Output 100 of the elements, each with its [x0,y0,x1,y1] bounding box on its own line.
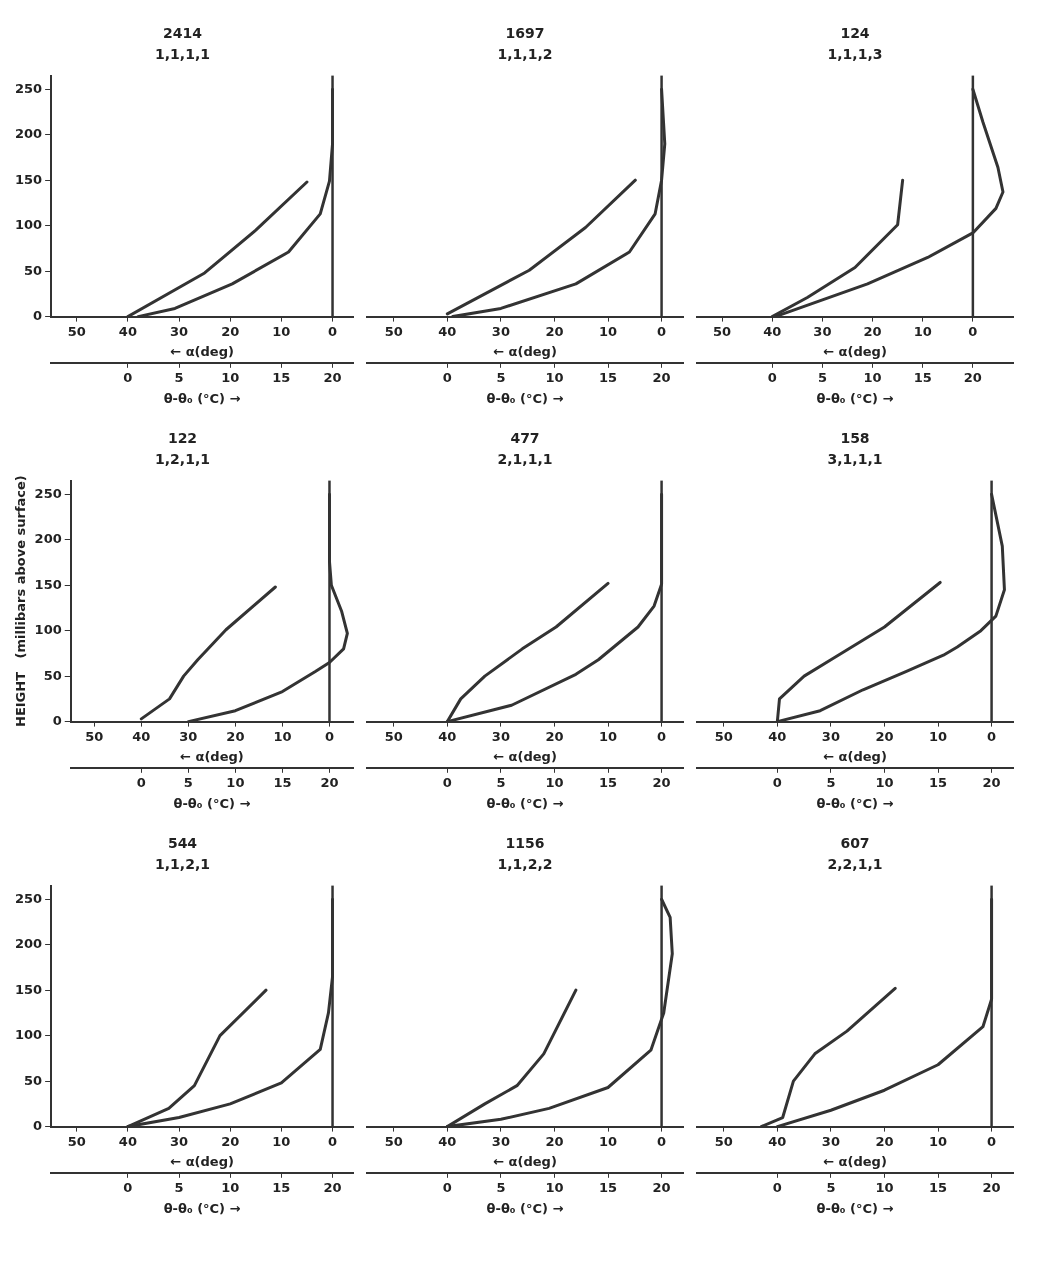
x-tick-label: 30 [179,728,198,744]
x2-tick-label: 15 [272,369,291,385]
chart-title: 158 [840,430,870,447]
x-tick-label: 20 [545,323,564,339]
chart-title: 477 [510,430,540,447]
x2-tick-label: 20 [652,369,671,385]
y-tick-label: 100 [34,622,62,638]
x2-tick-label: 15 [928,774,948,790]
x-tick-label: 30 [170,1133,189,1149]
y-tick-label: 0 [33,307,43,323]
x-tick-label: 10 [913,323,932,339]
x-tick-label: 40 [438,1133,457,1149]
x-tick-label: 30 [813,323,832,339]
x-tick-label: 30 [491,1133,510,1149]
x2-axis-title: θ-θ₀ (°C) → [816,390,894,406]
y-tick-label: 50 [24,262,43,278]
x-tick-label: 40 [438,323,457,339]
x2-tick-label: 10 [863,369,882,385]
x-tick-label: 20 [221,323,240,339]
chart-title: 1156 [505,835,545,852]
x-axis-title: ← α(deg) [493,749,557,765]
x-tick-label: 20 [863,323,882,339]
chart-subtitle: 2,2,1,1 [827,855,883,872]
x2-axis-title: θ-θ₀ (°C) → [486,390,564,406]
x-tick-label: 30 [821,1133,840,1149]
x-axis-title: ← α(deg) [180,749,244,765]
x2-tick-label: 20 [963,369,982,385]
x2-tick-label: 5 [826,774,836,790]
x-tick-label: 20 [875,1133,894,1149]
x-tick-label: 0 [987,1133,997,1149]
x2-tick-label: 15 [273,774,292,790]
chart-title: 2414 [163,25,203,42]
x-tick-label: 0 [968,323,978,339]
x-tick-label: 0 [328,1133,338,1149]
x2-tick-label: 15 [598,369,618,385]
x-tick-label: 20 [545,728,564,744]
x2-tick-label: 20 [982,1179,1001,1195]
x2-tick-label: 10 [221,1179,240,1195]
y-axis-title: HEIGHT (millibars above surface) [13,475,29,727]
x-axis-title: ← α(deg) [493,344,557,360]
x-axis-title: ← α(deg) [170,1154,234,1170]
x2-tick-label: 10 [875,774,894,790]
x2-axis-title: θ-θ₀ (°C) → [173,795,251,811]
x-tick-label: 10 [272,1133,291,1149]
chart-title: 544 [167,835,198,852]
x-tick-label: 20 [221,1133,240,1149]
y-tick-label: 250 [34,485,62,501]
x2-tick-label: 10 [545,369,564,385]
x2-tick-label: 5 [826,1179,836,1195]
chart-subtitle: 1,1,1,3 [827,45,883,62]
y-tick-label: 150 [34,576,62,592]
x-tick-label: 20 [545,1133,564,1149]
x2-tick-label: 0 [442,774,452,790]
chart-subtitle: 1,1,1,1 [155,45,210,62]
x-tick-label: 10 [598,1133,618,1149]
x2-axis-title: θ-θ₀ (°C) → [816,795,894,811]
x2-tick-label: 15 [272,1179,291,1195]
x-tick-label: 10 [598,323,618,339]
chart-title: 124 [840,25,870,42]
x-tick-label: 50 [384,323,403,339]
x-tick-label: 0 [328,323,338,339]
chart-subtitle: 1,2,1,1 [155,450,210,467]
x2-tick-label: 5 [183,774,193,790]
x2-tick-label: 0 [767,369,777,385]
x2-tick-label: 0 [136,774,146,790]
x2-tick-label: 10 [545,1179,564,1195]
x2-axis-title: θ-θ₀ (°C) → [163,1200,241,1216]
x-tick-label: 50 [384,1133,403,1149]
y-tick-label: 100 [15,217,43,233]
x-tick-label: 0 [324,728,334,744]
x-tick-label: 40 [768,728,787,744]
x2-tick-label: 20 [652,1179,671,1195]
x-tick-label: 40 [438,728,457,744]
x2-tick-label: 5 [496,369,506,385]
x-tick-label: 30 [491,323,510,339]
x2-tick-label: 20 [320,774,339,790]
x2-tick-label: 10 [875,1179,894,1195]
x2-tick-label: 10 [545,774,564,790]
x-axis-title: ← α(deg) [493,1154,557,1170]
x2-tick-label: 10 [221,369,240,385]
x2-tick-label: 20 [982,774,1001,790]
x-tick-label: 10 [598,728,618,744]
x-tick-label: 40 [118,323,137,339]
y-tick-label: 0 [52,712,62,728]
x2-axis-title: θ-θ₀ (°C) → [816,1200,894,1216]
x-tick-label: 40 [768,1133,787,1149]
x-tick-label: 10 [928,1133,948,1149]
x2-tick-label: 5 [174,1179,184,1195]
x-axis-title: ← α(deg) [823,749,887,765]
chart-subtitle: 1,1,2,2 [497,855,553,872]
x2-tick-label: 5 [817,369,827,385]
chart-title: 607 [840,835,870,852]
x-tick-label: 30 [491,728,510,744]
chart-title: 1697 [505,25,545,42]
chart-subtitle: 1,1,1,2 [497,45,553,62]
x-tick-label: 0 [657,1133,667,1149]
chart-subtitle: 2,1,1,1 [497,450,553,467]
y-tick-label: 200 [15,126,43,142]
y-tick-label: 100 [15,1027,43,1043]
x-tick-label: 30 [170,323,189,339]
